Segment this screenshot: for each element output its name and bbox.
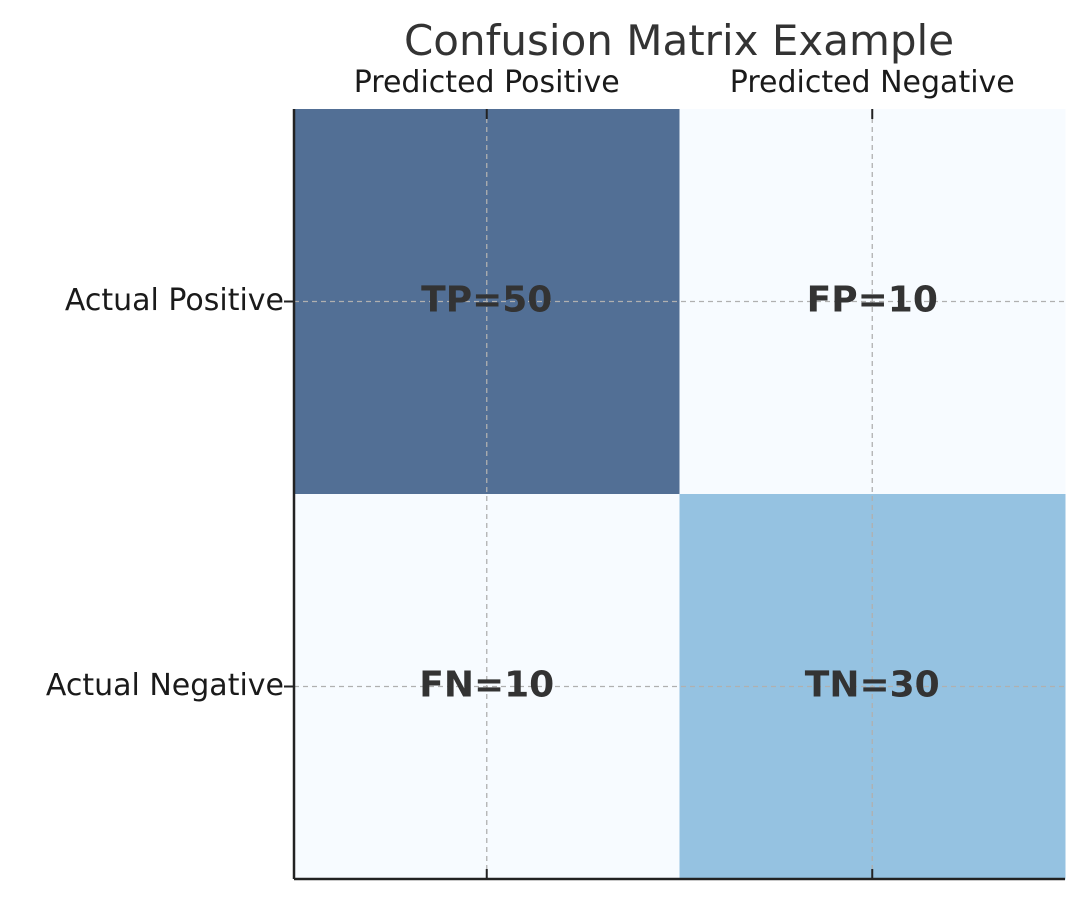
y-tick-label: Actual Negative (46, 668, 284, 703)
cell-value-label: TP=50 (421, 280, 552, 321)
chart-title: Confusion Matrix Example (404, 16, 954, 65)
y-tick-label: Actual Positive (65, 283, 284, 318)
x-tick-label: Predicted Negative (730, 65, 1015, 100)
cell-value-label: TN=30 (805, 665, 940, 706)
tick-labels: Predicted Positive Predicted Negative Actu… (46, 65, 1015, 706)
grid-lines (294, 109, 1065, 879)
axes (284, 109, 1065, 881)
cell-value-label: FN=10 (419, 665, 554, 706)
cell-value-label: FP=10 (807, 280, 938, 321)
x-tick-label: Predicted Positive (354, 65, 620, 100)
heatmap-cells (294, 109, 1066, 880)
